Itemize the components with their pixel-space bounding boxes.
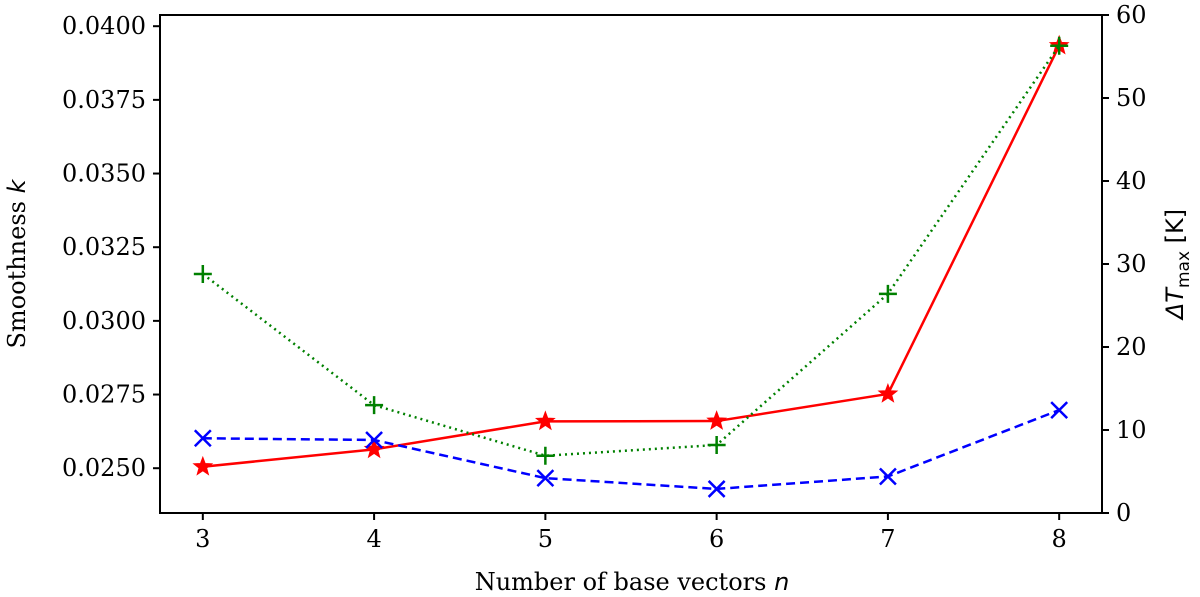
data-point-star bbox=[363, 438, 385, 459]
ticks-layer: 3 4 5 6 7 8 0.0250 0.0275 0.0300 0.0325 0.0350 0.03… bbox=[62, 1, 1147, 553]
series-star bbox=[192, 34, 1070, 476]
x-tick-label: 3 bbox=[195, 525, 210, 553]
y-tick-label: 0.0325 bbox=[62, 233, 146, 261]
data-point-star bbox=[706, 410, 728, 430]
y2-axis-title: ΔTmax [K] bbox=[1161, 209, 1194, 321]
y2-tick-label: 10 bbox=[1116, 416, 1147, 444]
data-point-x bbox=[1050, 401, 1069, 419]
data-point-plus bbox=[878, 284, 897, 303]
x-tick-label: 4 bbox=[366, 525, 381, 553]
series-line-star bbox=[202, 45, 1061, 468]
data-point-star bbox=[877, 383, 899, 403]
data-point-x bbox=[536, 469, 555, 488]
x-tick-label: 8 bbox=[1052, 525, 1067, 553]
x-axis-title: Number of base vectors n bbox=[475, 568, 790, 596]
data-point-x bbox=[879, 467, 897, 486]
x-axis-title-text: Number of base vectors bbox=[475, 568, 774, 596]
y2-axis-title-sub: max bbox=[1174, 251, 1194, 288]
x-tick-label: 7 bbox=[880, 525, 895, 553]
x-tick-label: 6 bbox=[709, 525, 724, 553]
data-point-plus bbox=[365, 396, 384, 415]
series-x bbox=[193, 401, 1069, 498]
series-plus bbox=[193, 36, 1069, 465]
data-point-plus bbox=[536, 446, 555, 465]
y-axis-title-var: k bbox=[3, 178, 31, 193]
y-tick-label: 0.0400 bbox=[62, 12, 146, 40]
data-point-plus bbox=[707, 435, 726, 454]
y2-axis-title-unit: [K] bbox=[1161, 209, 1189, 251]
y2-tick-label: 50 bbox=[1116, 84, 1147, 112]
data-point-star bbox=[534, 410, 556, 431]
y2-axis-title-delta: ΔT bbox=[1161, 286, 1189, 321]
data-point-x bbox=[365, 431, 383, 449]
x-tick-label: 5 bbox=[538, 525, 553, 553]
y2-tick-label: 20 bbox=[1116, 333, 1147, 361]
y-tick-label: 0.0350 bbox=[62, 160, 146, 188]
y-axis-title-text: Smoothness bbox=[3, 193, 31, 348]
y-tick-label: 0.0375 bbox=[62, 86, 146, 114]
data-point-star bbox=[192, 455, 214, 476]
data-point-x bbox=[193, 429, 212, 448]
y-tick-label: 0.0250 bbox=[62, 454, 146, 482]
y-tick-label: 0.0275 bbox=[62, 381, 146, 409]
y-tick-label: 0.0300 bbox=[62, 307, 146, 335]
y2-tick-label: 0 bbox=[1116, 499, 1131, 527]
y-axis-title: Smoothness k bbox=[3, 178, 31, 348]
y2-tick-label: 60 bbox=[1116, 1, 1147, 29]
series-layer bbox=[192, 34, 1070, 498]
data-point-plus bbox=[193, 264, 212, 283]
data-point-x bbox=[707, 480, 726, 498]
data-point-plus bbox=[1050, 36, 1069, 55]
y2-tick-label: 40 bbox=[1116, 167, 1147, 195]
y2-tick-label: 30 bbox=[1116, 250, 1147, 278]
x-axis-title-var: n bbox=[774, 568, 789, 596]
series-line-plus bbox=[202, 45, 1061, 457]
series-line-x bbox=[202, 408, 1060, 491]
